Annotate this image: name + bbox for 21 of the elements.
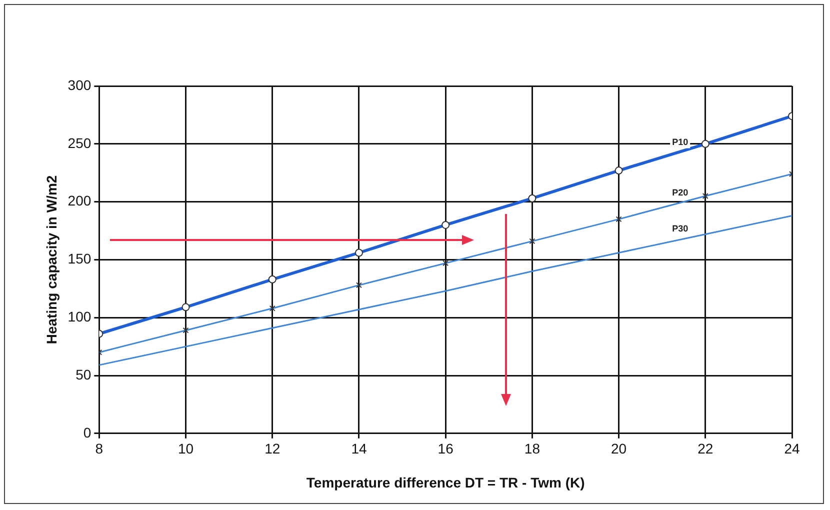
x-tick-label: 16 — [438, 440, 454, 457]
x-tick-label: 20 — [611, 440, 627, 457]
x-axis-title: Temperature difference DT = TR - Twm (K) — [306, 474, 585, 490]
y-axis-title: Heating capacity in W/m2 — [43, 175, 60, 344]
x-tick-label: 12 — [264, 440, 280, 457]
y-tick-label: 300 — [68, 76, 92, 93]
series-label: P10 — [672, 137, 688, 148]
y-tick-label: 50 — [76, 366, 92, 382]
x-tick-label: 10 — [178, 440, 194, 457]
y-tick-label: 250 — [68, 134, 92, 151]
x-tick-label: 24 — [784, 440, 800, 457]
x-tick-label: 22 — [698, 440, 714, 457]
x-tick-label: 18 — [524, 440, 540, 457]
y-tick-label: 200 — [68, 192, 92, 209]
y-tick-label: 0 — [83, 424, 92, 440]
y-tick-label: 150 — [68, 250, 92, 267]
x-tick-label: 14 — [351, 440, 367, 457]
series-label: P30 — [672, 223, 688, 234]
y-tick-label: 100 — [68, 308, 92, 324]
x-tick-label: 8 — [95, 440, 104, 457]
series-label: P20 — [672, 188, 688, 198]
